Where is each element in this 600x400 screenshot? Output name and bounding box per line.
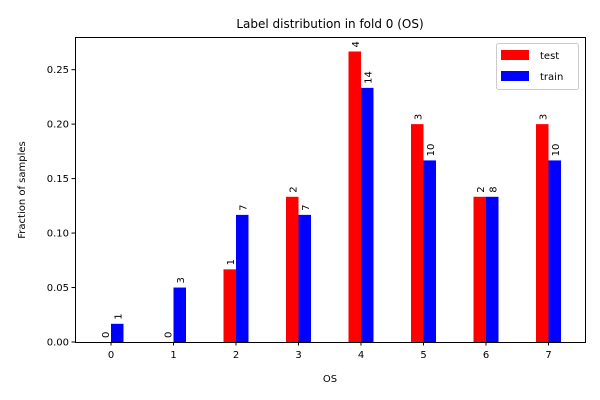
bar-label-train-4: 14 [363,71,374,84]
legend: test train [496,43,579,90]
bar-test-2 [223,269,236,342]
bar-label-train-2: 7 [238,205,249,211]
x-axis-title: OS [323,374,337,385]
bar-train-4 [361,87,374,342]
bars-layer [111,51,561,343]
y-tick-label-0.05: 0.05 [47,283,69,294]
chart-title: Label distribution in fold 0 (OS) [236,17,423,31]
bar-label-test-7: 3 [538,114,549,120]
bar-label-test-3: 2 [288,186,299,192]
bar-train-6 [486,196,499,342]
bar-label-test-6: 2 [476,186,487,192]
legend-label-train: train [540,72,563,83]
legend-swatch-train [501,71,529,81]
x-tick-label-2: 2 [233,350,239,361]
x-tick-label-1: 1 [170,350,176,361]
y-tick-label-0.20: 0.20 [47,120,69,131]
bar-test-5 [411,124,424,343]
bar-train-1 [173,287,186,342]
bar-label-train-1: 3 [176,277,187,283]
bar-test-6 [473,196,486,342]
bar-label-test-4: 4 [351,41,362,47]
y-tick-label-0.10: 0.10 [47,229,69,240]
x-tick-label-4: 4 [358,350,364,361]
bar-label-train-7: 10 [551,144,562,157]
x-tick-label-7: 7 [545,350,551,361]
bar-label-train-3: 7 [301,205,312,211]
bar-test-7 [536,124,549,343]
x-tick-label-6: 6 [483,350,489,361]
y-axis: 0.00 0.05 0.10 0.15 0.20 0.25 [47,65,75,349]
bar-label-train-6: 8 [488,186,499,192]
bar-label-test-2: 1 [226,259,237,265]
bar-label-test-0: 0 [101,332,112,338]
bar-train-7 [548,160,561,342]
legend-label-test: test [540,51,559,62]
y-tick-label-0.15: 0.15 [47,174,69,185]
y-axis-title: Fraction of samples [17,141,28,238]
y-tick-label-0.25: 0.25 [47,65,69,76]
x-tick-label-3: 3 [295,350,301,361]
y-tick-label-0.00: 0.00 [47,338,69,349]
plot-frame [75,37,586,343]
bar-train-2 [236,214,249,342]
x-tick-label-0: 0 [108,350,114,361]
x-axis: 0 1 2 3 4 5 6 7 [108,342,552,361]
x-tick-label-5: 5 [420,350,426,361]
bar-train-5 [423,160,436,342]
bar-label-train-0: 1 [113,313,124,319]
bar-test-4 [348,51,361,343]
bar-train-3 [298,214,311,342]
legend-swatch-test [501,50,529,60]
bar-train-0 [111,323,124,342]
bar-label-test-5: 3 [413,114,424,120]
bar-label-train-5: 10 [426,144,437,157]
bar-labels-layer: 0 0 1 2 4 3 2 3 1 3 7 7 14 10 8 10 [101,41,562,338]
bar-label-test-1: 0 [163,332,174,338]
bar-test-3 [286,196,299,342]
